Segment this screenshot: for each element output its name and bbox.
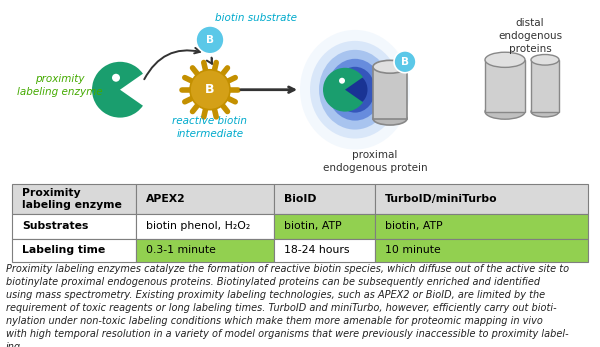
Ellipse shape (310, 41, 400, 138)
Bar (136, 213, 274, 239)
Ellipse shape (343, 75, 367, 105)
Text: 10 minute: 10 minute (385, 245, 441, 255)
Bar (12, 213, 136, 239)
Circle shape (112, 74, 120, 82)
Text: BioID: BioID (284, 194, 317, 204)
Text: B: B (205, 83, 215, 96)
Bar (12, 184, 136, 213)
Ellipse shape (335, 67, 375, 113)
Bar (136, 184, 274, 213)
Ellipse shape (531, 106, 559, 117)
Ellipse shape (485, 104, 525, 119)
Text: proximal
endogenous protein: proximal endogenous protein (323, 150, 427, 173)
Bar (274, 184, 375, 213)
Text: APEX2: APEX2 (146, 194, 186, 204)
Text: biotin, ATP: biotin, ATP (284, 221, 342, 231)
Ellipse shape (328, 59, 383, 121)
Text: 18-24 hours: 18-24 hours (284, 245, 350, 255)
Bar (274, 239, 375, 262)
Circle shape (394, 51, 416, 73)
Circle shape (339, 78, 345, 84)
Text: B: B (401, 57, 409, 67)
FancyBboxPatch shape (485, 60, 525, 112)
Text: proximity
labeling enzyme: proximity labeling enzyme (17, 74, 103, 97)
Bar (136, 239, 274, 262)
Text: biotin phenol, H₂O₂: biotin phenol, H₂O₂ (146, 221, 250, 231)
Text: B: B (206, 35, 214, 45)
Text: TurboID/miniTurbo: TurboID/miniTurbo (385, 194, 498, 204)
Ellipse shape (531, 54, 559, 65)
Wedge shape (92, 62, 143, 118)
Text: Substrates: Substrates (22, 221, 89, 231)
Bar (12, 239, 136, 262)
Ellipse shape (373, 112, 407, 125)
Text: reactive biotin
intermediate: reactive biotin intermediate (173, 116, 248, 139)
Text: biotin, ATP: biotin, ATP (385, 221, 443, 231)
Bar (274, 213, 375, 239)
Text: Proximity
labeling enzyme: Proximity labeling enzyme (22, 188, 122, 210)
Ellipse shape (485, 52, 525, 67)
Ellipse shape (319, 50, 391, 129)
Text: Labeling time: Labeling time (22, 245, 106, 255)
Text: biotin substrate: biotin substrate (215, 13, 297, 23)
Text: distal
endogenous
proteins: distal endogenous proteins (498, 18, 562, 53)
Text: Proximity labeling enzymes catalyze the formation of reactive biotin species, wh: Proximity labeling enzymes catalyze the … (6, 264, 569, 347)
Ellipse shape (300, 30, 410, 150)
Text: 0.3-1 minute: 0.3-1 minute (146, 245, 216, 255)
Circle shape (196, 26, 224, 54)
Ellipse shape (373, 60, 407, 73)
Bar (375, 213, 588, 239)
Circle shape (190, 70, 230, 110)
Bar (375, 239, 588, 262)
FancyBboxPatch shape (531, 60, 559, 112)
Wedge shape (323, 68, 363, 112)
Bar (375, 184, 588, 213)
FancyBboxPatch shape (373, 67, 407, 119)
